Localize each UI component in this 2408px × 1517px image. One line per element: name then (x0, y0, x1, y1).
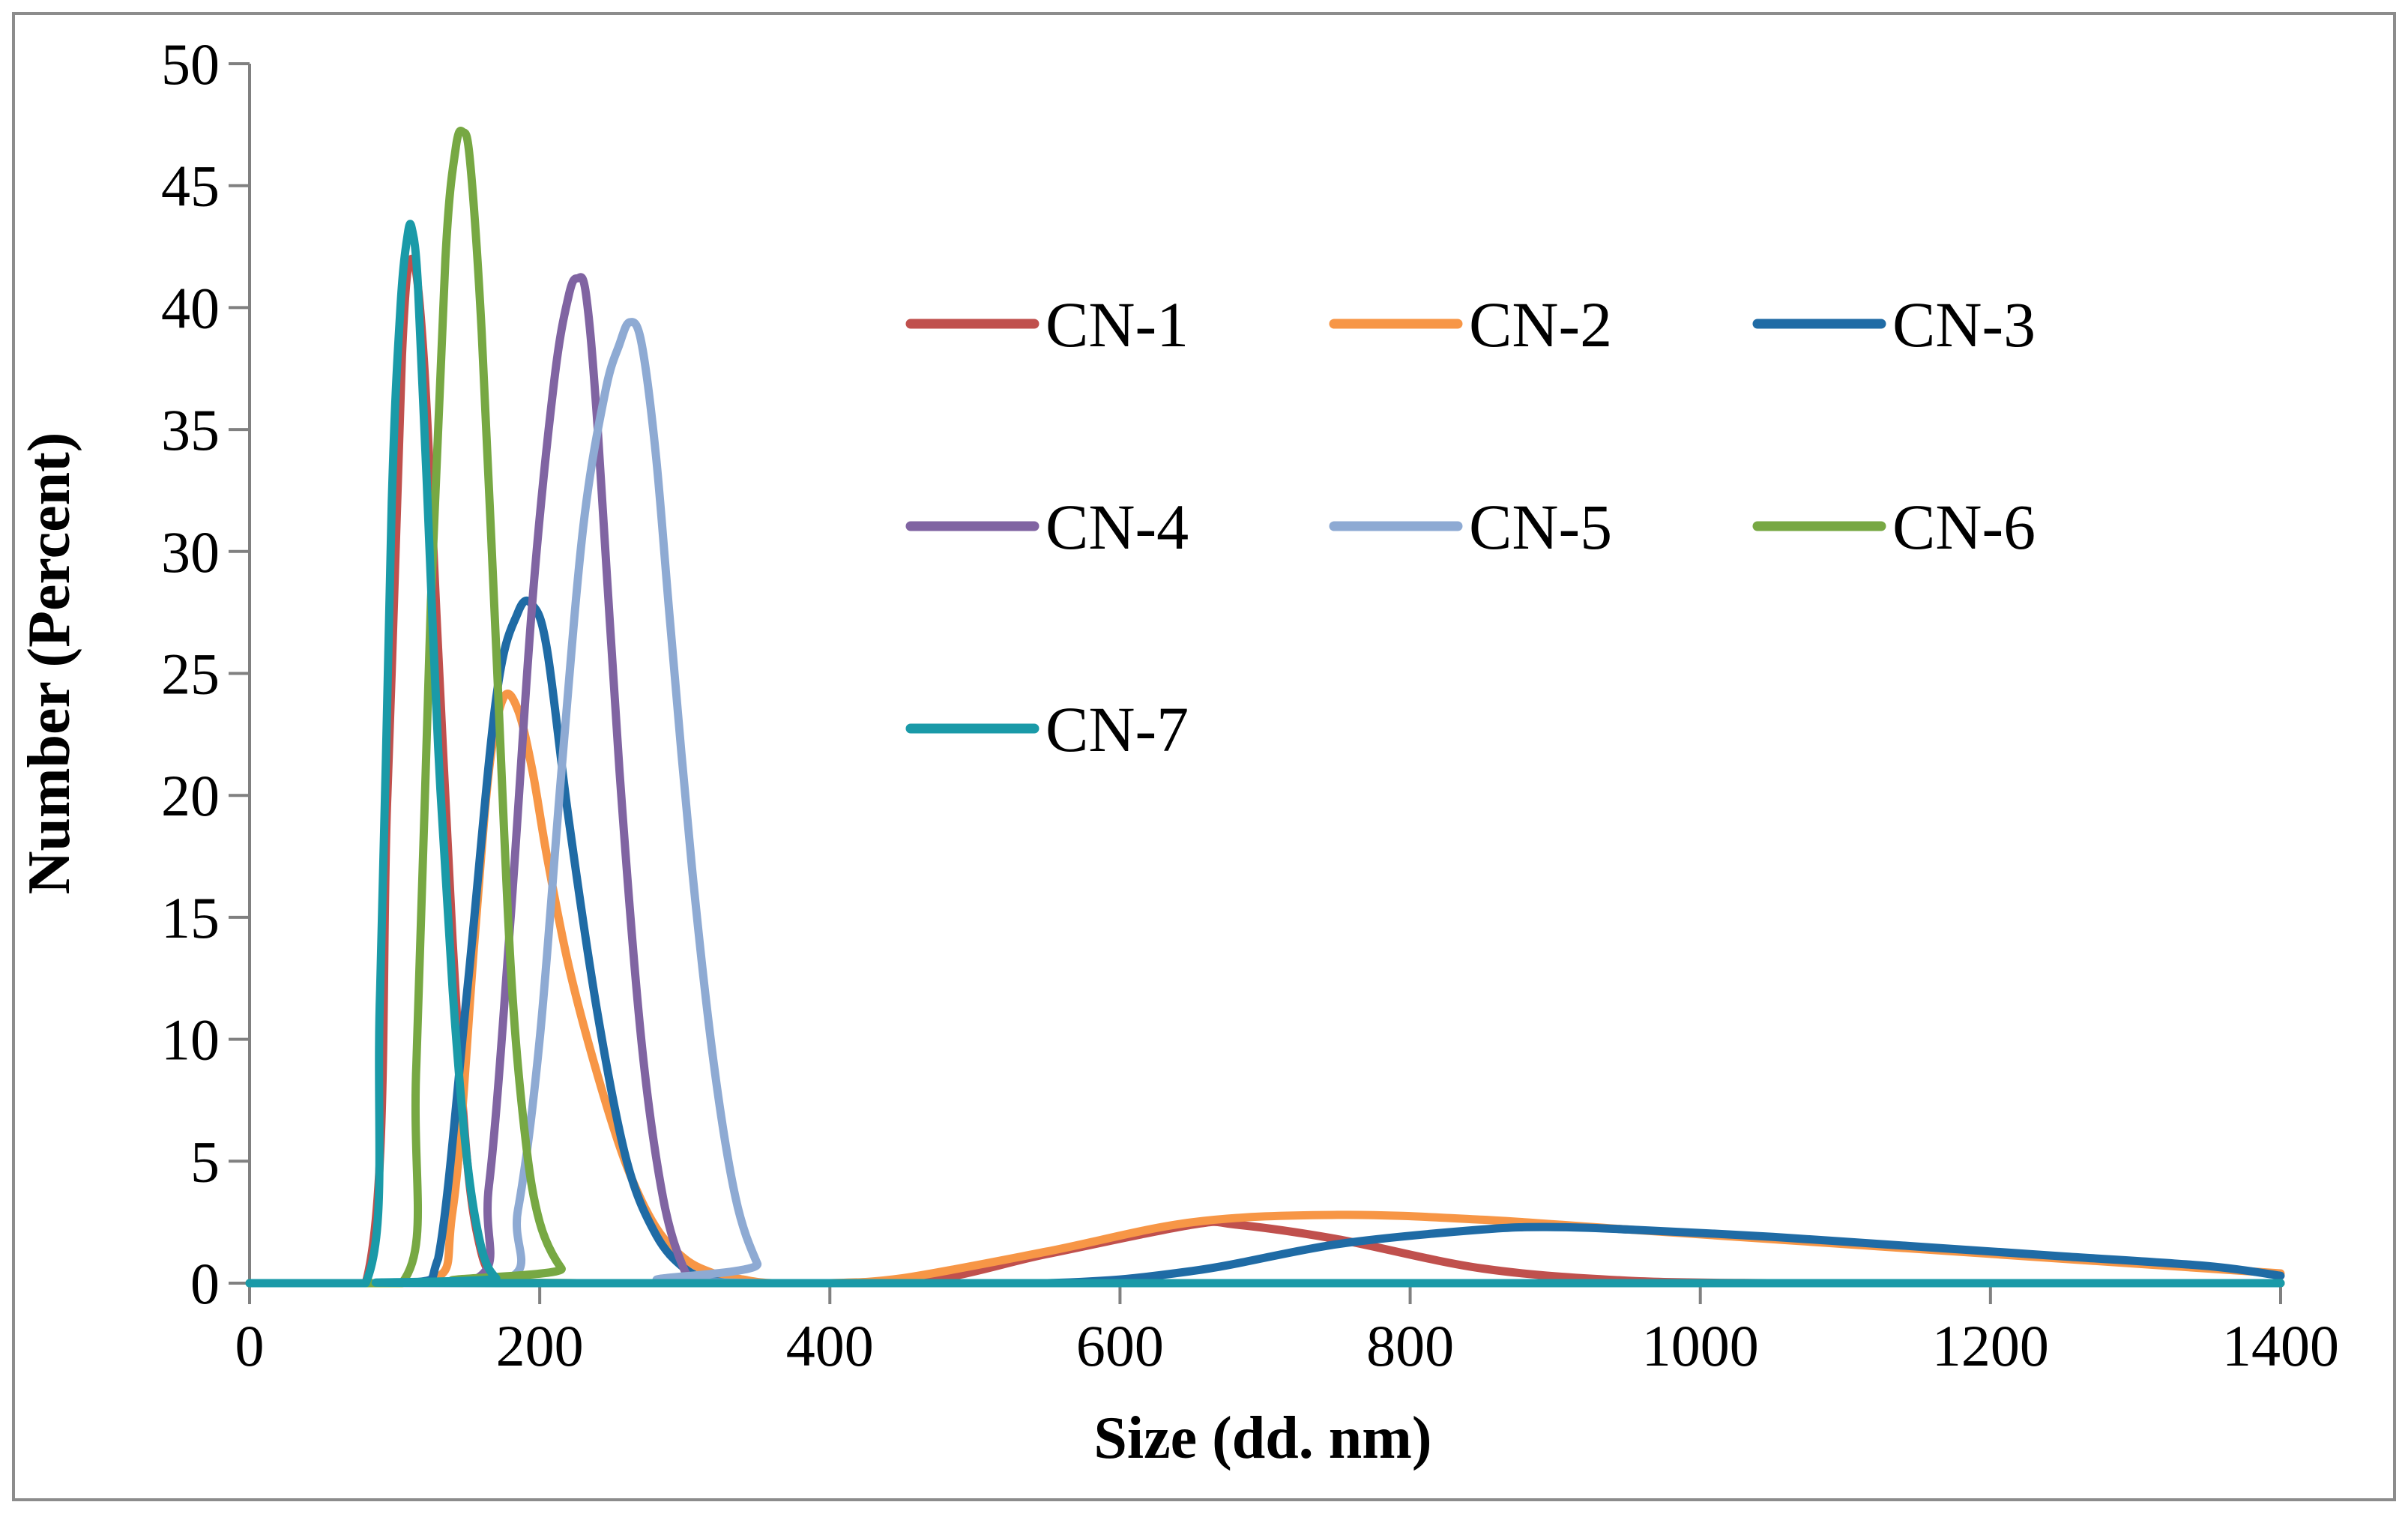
legend-label-cn-2: CN-2 (1469, 289, 1612, 361)
y-tick-label: 25 (161, 642, 220, 707)
x-tick-label: 1200 (1932, 1313, 2049, 1378)
x-tick-label: 1000 (1642, 1313, 1759, 1378)
y-tick-label: 30 (161, 519, 220, 585)
y-tick-label: 0 (190, 1251, 220, 1316)
legend: CN-1 CN-2 CN-3 CN-4 CN-5 CN-6 CN-7 (905, 289, 2036, 765)
x-tick-label: 0 (235, 1313, 265, 1378)
y-tick-label: 15 (161, 885, 220, 950)
y-tick-label: 40 (161, 275, 220, 340)
legend-label-cn-7: CN-7 (1045, 693, 1189, 765)
tick-labels: 0 5 10 15 20 25 30 35 40 45 50 0 200 400 600 800 1000 120… (161, 31, 2339, 1378)
y-tick-label: 35 (161, 397, 220, 462)
x-tick-label: 200 (496, 1313, 584, 1378)
x-tick-label: 600 (1076, 1313, 1164, 1378)
series-line-cn-7 (245, 220, 2285, 1288)
series-lines (245, 127, 2285, 1288)
y-tick-label: 45 (161, 154, 220, 219)
y-tick-label: 10 (161, 1007, 220, 1073)
x-tick-label: 1400 (2222, 1313, 2339, 1378)
y-tick-label: 5 (190, 1129, 220, 1194)
legend-label-cn-3: CN-3 (1892, 289, 2036, 361)
y-tick-label: 50 (161, 31, 220, 97)
legend-label-cn-5: CN-5 (1469, 491, 1612, 563)
y-tick-label: 20 (161, 763, 220, 828)
legend-label-cn-4: CN-4 (1045, 491, 1189, 563)
x-axis-title: Size (dd. nm) (1093, 1405, 1431, 1471)
legend-label-cn-1: CN-1 (1045, 289, 1189, 361)
y-axis-title: Number (Percent) (16, 432, 82, 895)
legend-label-cn-6: CN-6 (1892, 491, 2036, 563)
x-tick-label: 800 (1366, 1313, 1454, 1378)
x-tick-label: 400 (786, 1313, 874, 1378)
